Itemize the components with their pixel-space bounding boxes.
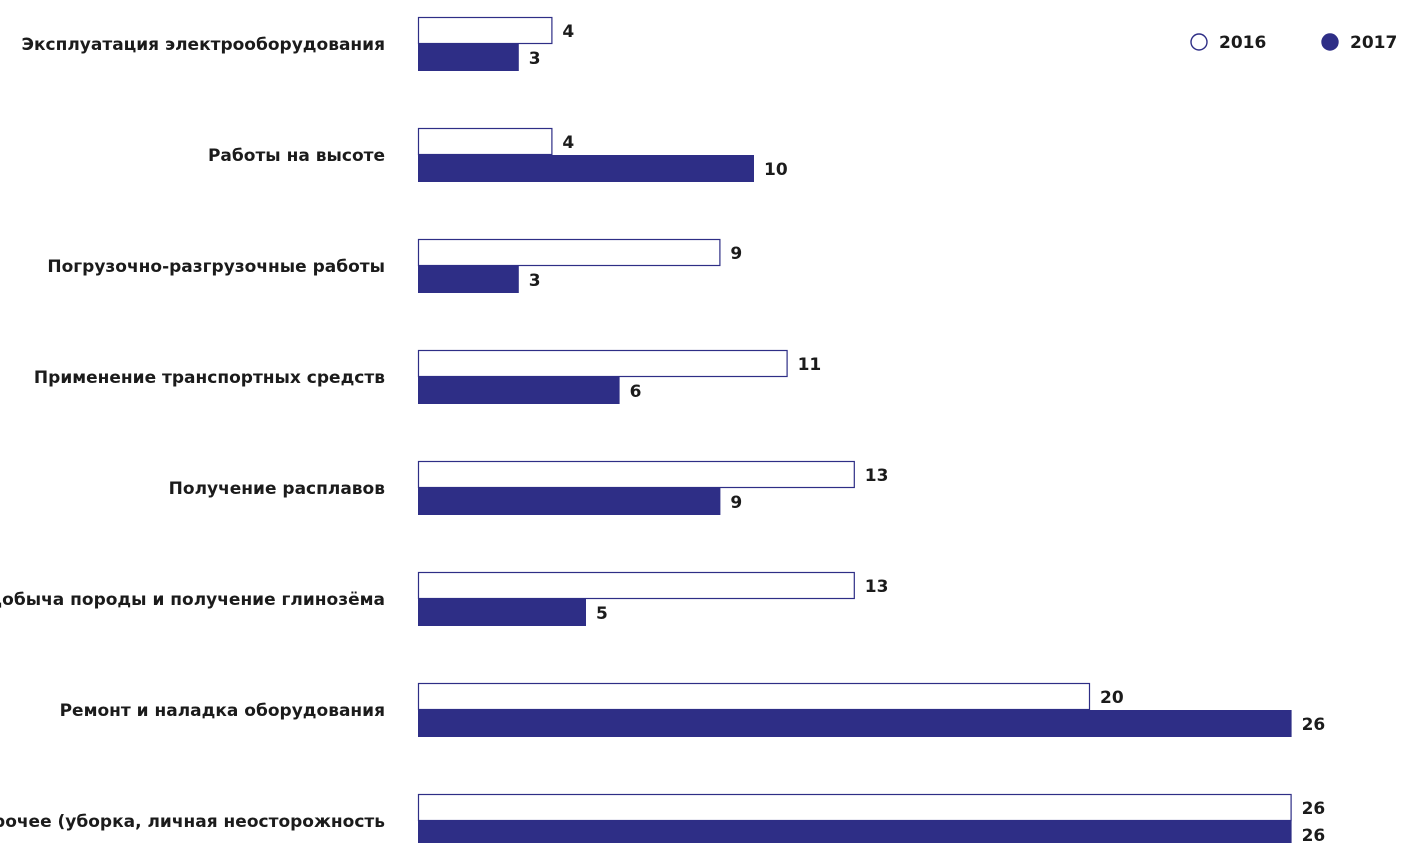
legend-marker-2016 xyxy=(1190,33,1208,51)
bar-2017 xyxy=(418,821,1292,847)
value-label-2017: 5 xyxy=(596,604,608,624)
value-label-2017: 6 xyxy=(630,382,642,402)
value-label-2016: 11 xyxy=(798,355,822,375)
category-label: Эксплуатация электрооборудования xyxy=(22,35,386,55)
value-label-2017: 10 xyxy=(764,160,788,180)
bar-2017 xyxy=(418,710,1292,737)
bar-2016 xyxy=(417,460,855,489)
bar-2016 xyxy=(417,349,788,378)
bar-2016 xyxy=(417,682,1091,711)
legend-marker-2017 xyxy=(1321,33,1339,51)
bar-2017 xyxy=(418,44,519,71)
category-label: Получение расплавов xyxy=(169,479,386,499)
bar-2017 xyxy=(418,155,754,182)
value-label-2016: 4 xyxy=(562,133,574,153)
bar-2017 xyxy=(418,599,586,626)
labels-layer: Эксплуатация электрооборудования 4 3 Работы… xyxy=(0,22,1326,846)
legend-label: 2016 xyxy=(1219,33,1266,53)
value-label-2016: 9 xyxy=(730,244,742,264)
legend: 2016 2017 xyxy=(1190,33,1397,53)
bar-2016 xyxy=(417,238,721,267)
value-label-2016: 20 xyxy=(1100,688,1124,708)
category-label: Прочее (уборка, личная неосторожность xyxy=(0,812,385,832)
bar-2016 xyxy=(417,793,1292,822)
value-label-2016: 13 xyxy=(865,466,889,486)
value-label-2017: 3 xyxy=(529,271,541,291)
value-label-2017: 26 xyxy=(1302,826,1326,843)
value-label-2017: 26 xyxy=(1302,715,1326,735)
value-label-2016: 4 xyxy=(562,22,574,42)
bar-2017 xyxy=(418,266,519,293)
bars-layer xyxy=(417,16,1292,847)
bar-2017 xyxy=(418,488,721,515)
category-label: Применение транспортных средств xyxy=(34,368,385,388)
category-label: Добыча породы и получение глинозёма xyxy=(0,590,385,610)
value-label-2017: 3 xyxy=(529,49,541,69)
bar-2016 xyxy=(417,127,553,156)
category-label: Погрузочно-разгрузочные работы xyxy=(47,257,385,277)
legend-label: 2017 xyxy=(1350,33,1397,53)
bar-2016 xyxy=(417,571,855,600)
bar-2016 xyxy=(417,16,553,45)
category-label: Ремонт и наладка оборудования xyxy=(60,701,385,721)
value-label-2016: 26 xyxy=(1302,799,1326,819)
category-label: Работы на высоте xyxy=(208,146,385,166)
value-label-2016: 13 xyxy=(865,577,889,597)
bar-2017 xyxy=(418,377,620,404)
value-label-2017: 9 xyxy=(730,493,742,513)
